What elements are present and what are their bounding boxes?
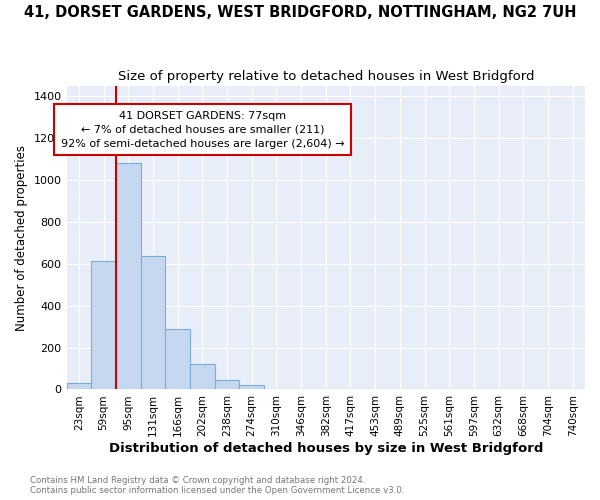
Bar (91, 262, 116, 390)
Bar (165, 328, 190, 390)
Bar (116, 164, 140, 390)
Bar (67, 383, 91, 390)
Bar (140, 256, 165, 390)
Text: 41 DORSET GARDENS: 77sqm
← 7% of detached houses are smaller (211)
92% of semi-d: 41 DORSET GARDENS: 77sqm ← 7% of detache… (61, 110, 344, 148)
Text: Contains HM Land Registry data © Crown copyright and database right 2024.
Contai: Contains HM Land Registry data © Crown c… (30, 476, 404, 495)
Y-axis label: Number of detached properties: Number of detached properties (15, 144, 28, 330)
Text: 41, DORSET GARDENS, WEST BRIDGFORD, NOTTINGHAM, NG2 7UH: 41, DORSET GARDENS, WEST BRIDGFORD, NOTT… (24, 5, 576, 20)
Bar (215, 380, 239, 390)
Bar (239, 386, 264, 390)
Title: Size of property relative to detached houses in West Bridgford: Size of property relative to detached ho… (118, 70, 534, 83)
X-axis label: Distribution of detached houses by size in West Bridgford: Distribution of detached houses by size … (109, 442, 543, 455)
Bar (190, 364, 215, 390)
